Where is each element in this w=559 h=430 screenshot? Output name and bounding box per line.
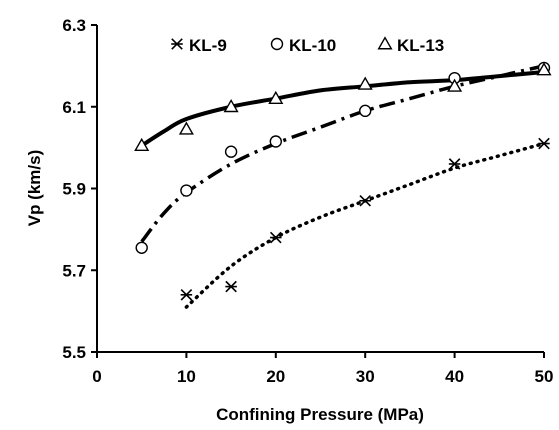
data-point-kl-13 (223, 99, 239, 113)
x-tick-label: 40 (445, 367, 464, 386)
data-point-kl-10 (269, 135, 282, 148)
y-tick-label: 5.7 (62, 261, 86, 280)
x-axis-label: Confining Pressure (MPa) (216, 405, 424, 424)
legend-marker-kl-9 (171, 38, 183, 50)
legend-label-kl-9: KL-9 (189, 36, 227, 55)
legend-marker-kl-10 (270, 37, 284, 51)
y-tick-label: 5.5 (62, 343, 86, 362)
trend-line-kl-13 (140, 70, 545, 148)
data-points (134, 61, 552, 301)
y-tick-label: 6.3 (62, 16, 86, 35)
legend-label-kl-10: KL-10 (289, 36, 336, 55)
legend-marker-kl-13 (377, 36, 393, 50)
y-tick-label: 6.1 (62, 98, 86, 117)
x-tick-label: 0 (92, 367, 101, 386)
data-point-kl-9 (180, 288, 193, 301)
data-point-kl-10 (359, 104, 372, 118)
y-tick-label: 5.9 (62, 180, 86, 199)
data-point-kl-9 (270, 231, 282, 244)
data-point-kl-10 (180, 184, 193, 197)
data-point-kl-13 (178, 121, 194, 135)
trend-line-kl-10 (140, 64, 545, 243)
data-point-kl-13 (447, 78, 463, 92)
x-tick-label: 20 (266, 367, 285, 386)
axes: 0 10 20 30 40 50 5.5 5.7 5.9 6.1 6.3 (62, 16, 553, 386)
trend-lines (140, 64, 546, 309)
data-point-kl-13 (536, 62, 552, 76)
data-point-kl-10 (224, 145, 238, 158)
data-point-kl-9 (359, 194, 371, 207)
data-point-kl-13 (357, 76, 373, 90)
x-tick-label: 50 (535, 367, 554, 386)
legend: KL-9 KL-10 KL-13 (171, 36, 444, 55)
x-tick-label: 10 (177, 367, 196, 386)
data-point-kl-13 (268, 90, 284, 105)
data-point-kl-10 (135, 241, 148, 254)
data-point-kl-9 (538, 137, 550, 150)
trend-line-kl-9 (184, 141, 546, 309)
x-tick-label: 30 (356, 367, 375, 386)
legend-label-kl-13: KL-13 (397, 36, 444, 55)
data-point-kl-9 (448, 158, 461, 170)
data-point-kl-13 (134, 137, 150, 152)
data-point-kl-9 (225, 280, 237, 293)
y-axis-label: Vp (km/s) (25, 150, 44, 227)
